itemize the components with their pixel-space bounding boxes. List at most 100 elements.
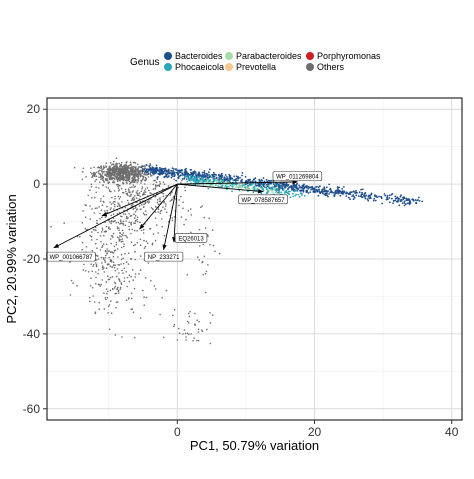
data-point — [118, 237, 120, 239]
data-point — [386, 196, 388, 199]
data-point — [134, 251, 136, 253]
data-point — [116, 165, 118, 167]
data-point — [127, 188, 130, 190]
data-point — [389, 201, 391, 204]
data-point — [130, 165, 133, 167]
data-point — [184, 169, 187, 172]
data-point — [201, 205, 203, 207]
data-point — [159, 200, 162, 203]
data-point — [83, 263, 85, 266]
data-point — [131, 228, 133, 231]
data-point — [122, 170, 124, 173]
data-point — [249, 184, 252, 187]
data-point — [197, 339, 200, 342]
data-point — [117, 286, 119, 289]
data-point — [298, 184, 300, 187]
loading-label: NP_233271 — [148, 255, 180, 261]
data-point — [110, 259, 113, 262]
data-point — [108, 263, 110, 266]
data-point — [252, 186, 255, 189]
data-point — [187, 210, 190, 212]
loading-label-frame — [174, 233, 208, 243]
data-point — [145, 174, 148, 176]
data-point — [197, 179, 200, 182]
data-point — [163, 183, 166, 185]
data-point — [114, 170, 117, 173]
data-point — [109, 251, 112, 253]
data-point — [103, 181, 105, 183]
data-point — [276, 189, 279, 191]
data-point — [94, 207, 97, 210]
data-point — [148, 165, 151, 168]
data-point — [197, 176, 200, 179]
data-point — [130, 241, 133, 243]
data-point — [154, 195, 157, 198]
data-point — [102, 243, 105, 245]
data-point — [92, 265, 94, 267]
data-point — [165, 289, 168, 292]
data-point — [254, 184, 257, 186]
data-point — [169, 194, 172, 196]
loading-label-box: WP_078587657 — [238, 194, 288, 205]
data-point — [186, 320, 189, 323]
data-point — [121, 201, 123, 203]
data-point — [168, 172, 171, 175]
data-point — [373, 198, 375, 200]
data-point — [117, 183, 119, 186]
data-point — [121, 215, 123, 218]
data-point — [209, 322, 212, 324]
data-point — [115, 162, 118, 165]
data-point — [349, 193, 352, 196]
data-point — [165, 175, 168, 177]
data-point — [192, 175, 195, 178]
data-point — [127, 175, 130, 178]
data-point — [101, 175, 104, 178]
data-point — [363, 195, 366, 198]
data-point — [103, 259, 106, 262]
data-point — [101, 246, 103, 248]
data-point — [131, 191, 134, 193]
data-point — [294, 190, 297, 192]
data-point — [221, 184, 224, 187]
data-point — [123, 167, 125, 169]
data-point — [76, 285, 78, 287]
data-point — [204, 227, 207, 229]
data-point — [110, 300, 112, 302]
data-point — [217, 185, 220, 188]
data-point — [151, 166, 154, 169]
data-point — [279, 182, 281, 185]
data-point — [270, 182, 273, 185]
data-point — [72, 282, 74, 284]
data-point — [219, 177, 222, 179]
data-point — [96, 247, 98, 249]
data-point — [126, 178, 128, 181]
data-point — [136, 190, 139, 192]
data-point — [116, 205, 119, 207]
data-point — [295, 186, 297, 189]
data-point — [307, 192, 310, 194]
data-point — [90, 235, 93, 238]
data-point — [232, 179, 234, 181]
data-point — [343, 191, 346, 194]
data-point — [361, 196, 364, 199]
data-point — [305, 185, 307, 188]
data-point — [114, 172, 116, 174]
data-point — [224, 179, 226, 182]
data-point — [231, 183, 234, 186]
data-point — [96, 207, 98, 209]
data-point — [190, 231, 192, 234]
data-point — [139, 208, 142, 211]
legend-item: Parabacteroides — [225, 51, 302, 61]
data-point — [115, 306, 117, 309]
data-point — [180, 195, 182, 198]
data-point — [353, 197, 356, 199]
data-point — [123, 245, 125, 248]
data-point — [110, 235, 113, 237]
data-point — [173, 178, 175, 180]
data-point — [147, 262, 150, 264]
data-point — [115, 172, 118, 175]
loading-arrow — [177, 183, 264, 194]
data-point — [104, 210, 106, 212]
data-point — [154, 187, 156, 190]
